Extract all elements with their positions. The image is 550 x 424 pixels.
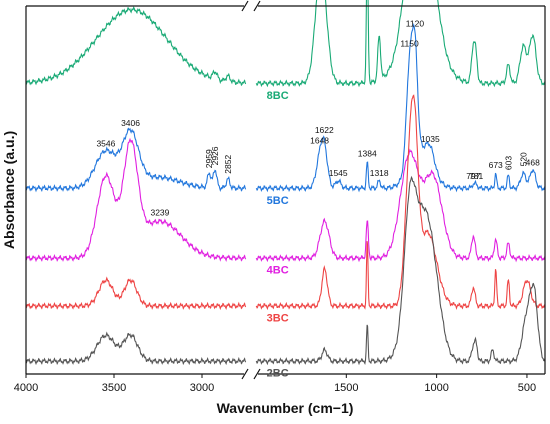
peak-label-2852: 2852 bbox=[223, 155, 233, 174]
peak-label-520: 520 bbox=[518, 152, 528, 166]
series-label-2BC: 2BC bbox=[267, 368, 289, 380]
peak-label-1120: 1120 bbox=[406, 19, 425, 29]
peak-label-1384: 1384 bbox=[358, 148, 377, 158]
axis-break-mark bbox=[241, 0, 249, 12]
peak-label-3239: 3239 bbox=[150, 208, 169, 218]
peak-label-603: 603 bbox=[503, 156, 513, 170]
x-tick-label-4000: 4000 bbox=[14, 382, 38, 394]
x-tick-label-500: 500 bbox=[518, 382, 536, 394]
x-tick-label-3000: 3000 bbox=[190, 382, 214, 394]
series-label-5BC: 5BC bbox=[267, 195, 289, 207]
peak-label-1150: 1150 bbox=[400, 38, 419, 48]
axes bbox=[25, 0, 546, 380]
series-labels: 8BC 5BC 4BC 3BC 2BC bbox=[267, 90, 289, 380]
x-axis-title: Wavenumber (cm−1) bbox=[217, 400, 354, 416]
peak-label-1035: 1035 bbox=[421, 134, 440, 144]
x-tick-label-3500: 3500 bbox=[102, 382, 126, 394]
series-line-8BC bbox=[25, 0, 546, 88]
plot-area bbox=[25, 0, 546, 366]
x-tick-label-1000: 1000 bbox=[424, 382, 448, 394]
series-line-5BC bbox=[25, 22, 546, 193]
axis-break-mark bbox=[241, 368, 249, 380]
x-ticks: 4000 3500 3000 1500 1000 500 bbox=[14, 374, 536, 394]
peak-label-1545: 1545 bbox=[329, 168, 348, 178]
y-axis-title: Absorbance (a.u.) bbox=[1, 131, 17, 249]
series-label-4BC: 4BC bbox=[267, 265, 289, 277]
axis-break-gap-top bbox=[244, 1, 258, 11]
peak-label-797: 797 bbox=[466, 171, 480, 181]
peak-label-2926: 2926 bbox=[210, 146, 220, 165]
peak-label-1648: 1648 bbox=[310, 136, 329, 146]
peak-label-2959: 2959 bbox=[204, 149, 214, 168]
series-line-4BC bbox=[25, 137, 546, 263]
series-line-3BC bbox=[25, 94, 546, 311]
peak-label-3546: 3546 bbox=[96, 139, 115, 149]
x-tick-label-1500: 1500 bbox=[334, 382, 358, 394]
axis-break-gap-bottom bbox=[244, 369, 258, 379]
peak-label-3406: 3406 bbox=[121, 118, 140, 128]
series-label-8BC: 8BC bbox=[267, 90, 289, 102]
peak-label-1622: 1622 bbox=[315, 125, 334, 135]
axis-break-mark bbox=[253, 368, 261, 380]
peak-label-781: 781 bbox=[469, 171, 483, 181]
peak-label-673: 673 bbox=[489, 160, 503, 170]
axis-break-mark bbox=[253, 0, 261, 12]
series-line-2BC bbox=[25, 175, 546, 366]
peak-label-468: 468 bbox=[526, 158, 540, 168]
peak-label-1318: 1318 bbox=[370, 168, 389, 178]
series-label-3BC: 3BC bbox=[267, 313, 289, 325]
